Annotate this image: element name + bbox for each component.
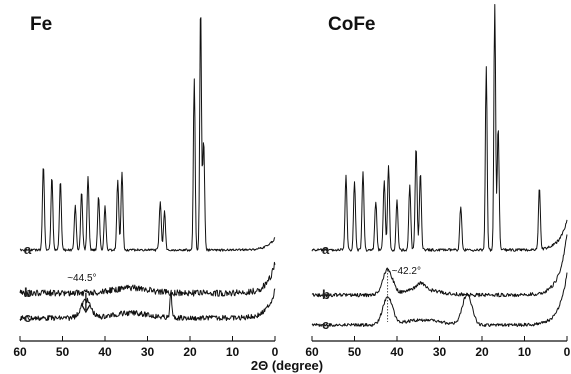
x-tick-label: 30 (433, 345, 447, 359)
x-tick-label: 0 (564, 345, 571, 359)
x-tick-label: 40 (390, 345, 404, 359)
annotation-arrow-head (81, 304, 91, 314)
trace-label-a: a (322, 242, 330, 257)
x-tick-label: 60 (13, 345, 27, 359)
x-tick-label: 50 (348, 345, 362, 359)
trace-label-c: c (322, 317, 329, 332)
x-tick-label: 10 (226, 345, 240, 359)
x-tick-label: 60 (305, 345, 319, 359)
cofe-panel: CoFe 60 50 40 30 20 10 0 a bc ~42.2° (305, 4, 571, 359)
peak-annotation: ~44.5° (67, 273, 96, 284)
trace-label-b: b (322, 287, 330, 302)
x-tick-label: 20 (475, 345, 489, 359)
trace-c (19, 288, 276, 321)
trace-a (19, 17, 276, 252)
x-tick-label: 20 (183, 345, 197, 359)
trace-a (311, 4, 568, 252)
fe-panel-title: Fe (30, 14, 52, 35)
trace-label-b: b (24, 285, 32, 300)
trace-label-a: a (24, 242, 32, 257)
trace-b (19, 261, 276, 297)
trace-label-c: c (24, 310, 31, 325)
x-tick-label: 30 (141, 345, 155, 359)
fe-panel: Fe 60 50 40 30 20 10 0 a bc ~44.5° (13, 14, 278, 359)
peak-annotation: ~42.2° (392, 266, 421, 277)
x-tick-label: 50 (56, 345, 70, 359)
x-tick-label: 0 (272, 345, 279, 359)
x-tick-label: 40 (98, 345, 112, 359)
trace-b (311, 234, 568, 298)
trace-c (311, 272, 568, 327)
cofe-panel-title: CoFe (328, 14, 376, 35)
x-tick-label: 10 (518, 345, 532, 359)
x-axis-label: 2Θ (degree) (251, 358, 323, 373)
